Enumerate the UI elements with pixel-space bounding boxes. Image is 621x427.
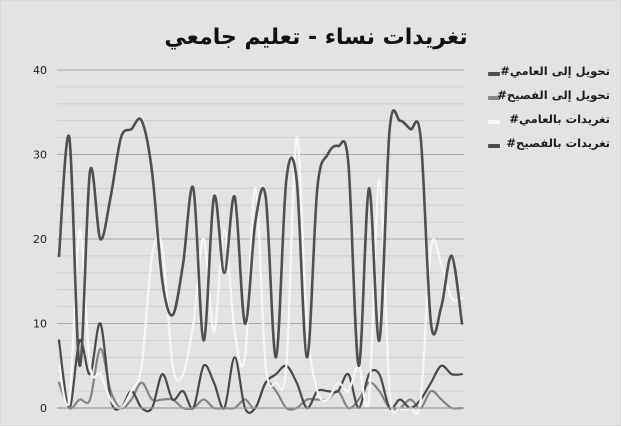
y-tick-label: 30 [33,149,47,162]
series-line-1 [57,109,464,368]
legend-label: تغريدات بالعامي# [509,112,610,126]
legend-swatch [488,120,500,124]
legend-swatch [488,96,500,100]
chart-title: تغريدات نساء - تعليم جامعي [164,25,468,50]
y-tick-label: 10 [33,318,47,331]
legend-label: تحويل إلى العامي# [500,64,610,78]
legend-label: تحويل إلى الفصيح# [497,88,610,102]
legend-swatch [488,72,500,76]
y-tick-label: 20 [33,233,47,246]
y-tick-label: 0 [40,402,47,415]
y-tick-label: 40 [33,64,47,77]
chart-legend: تحويل إلى العامي# تحويل إلى الفصيح# تغريدا… [479,63,621,159]
legend-item-4: تغريدات بالفصيح# [479,135,621,159]
series-line-3 [57,136,464,415]
legend-label: تغريدات بالفصيح# [506,136,610,150]
legend-item-2: تحويل إلى الفصيح# [479,87,621,111]
legend-swatch [488,144,500,148]
legend-item-3: تغريدات بالعامي# [479,111,621,135]
series-line-4 [57,322,464,414]
legend-item-1: تحويل إلى العامي# [479,63,621,87]
